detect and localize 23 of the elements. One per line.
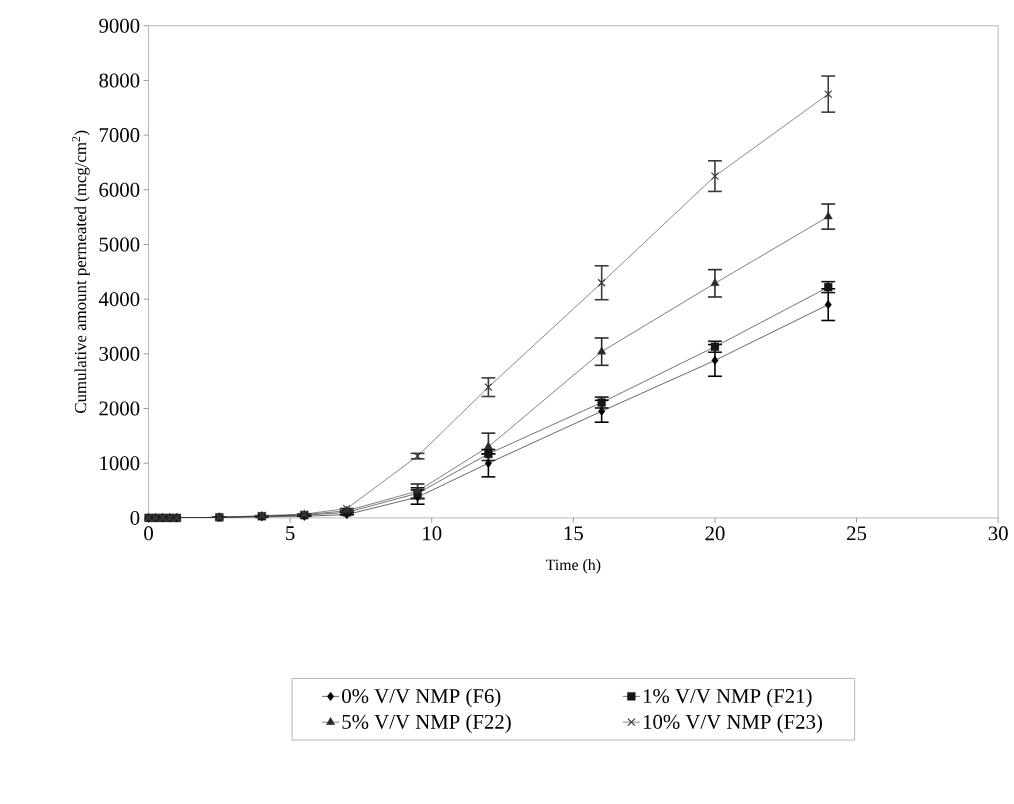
x-tick-label: 30	[988, 526, 1008, 541]
legend-label: 5% V/V NMP (F22)	[342, 714, 511, 734]
y-tick-label: 0	[130, 510, 140, 525]
y-tick-label: 8000	[99, 73, 140, 88]
y-axis-title: Cumulative amount permeated (mcg/cm$^{2}$)	[72, 130, 90, 413]
x-tick-label: 25	[847, 526, 867, 541]
x-tick-label: 20	[705, 526, 725, 541]
y-tick-label: 1000	[100, 456, 140, 471]
x-tick-label: 15	[564, 526, 583, 541]
legend-label: 10% V/V NMP (F23)	[643, 714, 822, 734]
y-tick-label: 5000	[99, 237, 140, 252]
x-tick-label: 10	[423, 526, 442, 541]
y-tick-label: 3000	[99, 346, 140, 361]
x-axis-title: Time (h)	[545, 559, 601, 574]
x-tick-label: 0	[144, 526, 153, 541]
y-tick-label: 9000	[99, 18, 140, 33]
y-tick-label: 7000	[99, 128, 140, 143]
y-tick-label: 4000	[98, 292, 140, 307]
y-tick-label: 6000	[99, 182, 140, 197]
x-tick-label: 5	[286, 526, 295, 541]
legend-label: 0% V/V NMP (F6)	[342, 688, 501, 708]
legend-label: 1% V/V NMP (F21)	[643, 688, 812, 708]
y-tick-label: 2000	[99, 401, 140, 416]
